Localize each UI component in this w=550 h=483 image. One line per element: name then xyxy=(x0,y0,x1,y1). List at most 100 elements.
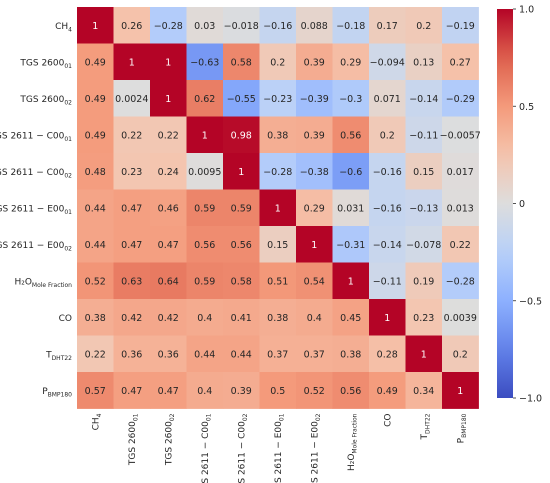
heatmap-cell xyxy=(369,7,406,44)
col-label: TGS 260001 xyxy=(128,413,140,466)
heatmap-cell xyxy=(369,189,406,227)
heatmap-cell xyxy=(369,43,406,81)
cell-value-label: 0.22 xyxy=(121,130,142,141)
colorbar-tick-label: 0 xyxy=(519,199,525,210)
heatmap-cell xyxy=(405,189,443,227)
heatmap-cell xyxy=(223,372,260,409)
cell-value-label: 0.47 xyxy=(121,203,142,214)
heatmap-cell xyxy=(405,262,443,300)
row-label: TGS 260002 xyxy=(19,95,72,107)
cell-value-label: 0.19 xyxy=(413,276,434,287)
cell-value-label: −0.23 xyxy=(263,94,292,105)
heatmap-cell xyxy=(296,226,333,263)
heatmap-cell xyxy=(405,335,443,373)
heatmap-cell xyxy=(259,335,297,373)
heatmap-cell xyxy=(259,80,297,117)
cell-value-label: 0.26 xyxy=(121,21,142,32)
heatmap-cell xyxy=(332,335,370,373)
heatmap-cell xyxy=(405,153,443,190)
heatmap-cell xyxy=(405,299,443,336)
heatmap-cell xyxy=(296,335,333,373)
heatmap-cell xyxy=(369,299,406,336)
cell-value-label: −0.39 xyxy=(300,94,329,105)
cell-value-label: 0.013 xyxy=(447,203,474,214)
heatmap-cell xyxy=(113,262,151,300)
heatmap-cell xyxy=(259,262,297,300)
heatmap-cell xyxy=(405,7,443,44)
cell-value-label: −0.11 xyxy=(373,276,402,287)
cell-value-label: −0.11 xyxy=(409,130,438,141)
cell-value-label: 0.44 xyxy=(231,349,252,360)
col-label: TDHT22 xyxy=(420,413,432,440)
heatmap-cell xyxy=(296,116,333,154)
cell-value-label: 1 xyxy=(92,21,98,32)
cell-value-label: 0.62 xyxy=(194,94,215,105)
cell-value-label: −0.078 xyxy=(406,240,441,251)
heatmap-cell xyxy=(150,153,187,190)
heatmap-cell xyxy=(150,226,187,263)
heatmap-cell xyxy=(77,153,114,190)
cell-value-label: 0.59 xyxy=(194,276,215,287)
heatmap-cell xyxy=(150,299,187,336)
row-label: CO xyxy=(59,314,72,324)
heatmap-cell xyxy=(369,116,406,154)
cell-value-label: −0.55 xyxy=(227,94,256,105)
heatmap-cell xyxy=(186,189,224,227)
cell-value-label: 0.49 xyxy=(85,94,106,105)
cell-value-label: 0.27 xyxy=(450,57,471,68)
heatmap-cell xyxy=(223,80,260,117)
heatmap-cell xyxy=(186,80,224,117)
cell-value-label: −0.0057 xyxy=(440,130,481,141)
heatmap-cell xyxy=(442,80,479,117)
row-label: TGS 2611 − C0001 xyxy=(0,131,72,143)
heatmap-cell xyxy=(113,80,151,117)
heatmap-cell xyxy=(150,372,187,409)
cell-value-label: 1 xyxy=(238,167,244,178)
heatmap-cell xyxy=(296,153,333,190)
cell-value-label: 1 xyxy=(421,349,427,360)
cell-value-label: 1 xyxy=(348,276,354,287)
heatmap-cell xyxy=(113,335,151,373)
heatmap-cell xyxy=(296,7,333,44)
cell-value-label: 0.15 xyxy=(413,167,434,178)
heatmap-cell xyxy=(186,116,224,154)
heatmap-cell xyxy=(332,43,370,81)
heatmap-cell xyxy=(150,189,187,227)
cell-value-label: 0.59 xyxy=(231,203,252,214)
heatmap-cell xyxy=(77,43,114,81)
cell-value-label: 0.39 xyxy=(304,57,325,68)
colorbar-tick-label: −1.0 xyxy=(519,394,542,405)
heatmap-cell xyxy=(296,372,333,409)
cell-value-label: 0.2 xyxy=(270,57,285,68)
col-label: CO xyxy=(383,414,393,427)
cell-value-label: 0.49 xyxy=(85,130,106,141)
heatmap-cell xyxy=(332,226,370,263)
heatmap-cell xyxy=(150,43,187,81)
row-label: TGS 2611 − E0001 xyxy=(0,204,72,216)
heatmap-cell xyxy=(442,7,479,44)
cell-value-label: 0.28 xyxy=(377,349,398,360)
cell-value-label: 0.22 xyxy=(85,349,106,360)
cell-value-label: 0.56 xyxy=(340,130,361,141)
heatmap-cell xyxy=(332,7,370,44)
colorbar-tick-label: 1.0 xyxy=(519,5,534,16)
heatmap-cell xyxy=(405,372,443,409)
heatmap-cell xyxy=(150,7,187,44)
heatmap-cell xyxy=(259,372,297,409)
heatmap-cell xyxy=(405,116,443,154)
heatmap-cell xyxy=(259,7,297,44)
cell-value-label: 0.63 xyxy=(121,276,142,287)
heatmap-col-labels: CH4 TGS 260001 TGS 260002 TGS 2611 − C0001 T… xyxy=(91,413,468,483)
heatmap-cell xyxy=(369,80,406,117)
cell-value-label: −0.3 xyxy=(339,94,362,105)
col-label: TGS 260002 xyxy=(164,413,176,466)
cell-value-label: −0.018 xyxy=(224,21,259,32)
cell-value-label: 0.37 xyxy=(267,349,288,360)
cell-value-label: −0.18 xyxy=(336,21,365,32)
cell-value-label: 0.54 xyxy=(304,276,325,287)
heatmap-cell xyxy=(332,116,370,154)
cell-value-label: 0.49 xyxy=(377,386,398,397)
cell-value-label: 0.2 xyxy=(416,21,431,32)
colorbar: 1.0 0.5 0 −0.5 −1.0 xyxy=(497,5,542,405)
col-label: TGS 2611 − C0002 xyxy=(237,413,249,483)
